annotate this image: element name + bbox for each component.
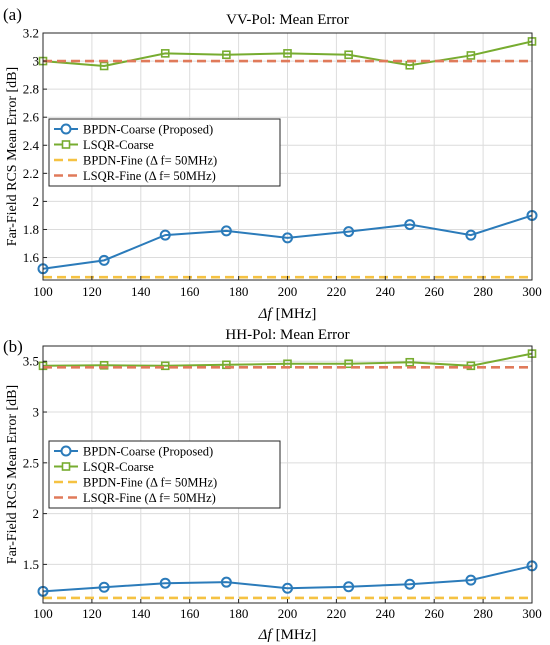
legend-box: [48, 118, 281, 187]
x-tick-label: 280: [473, 606, 493, 621]
data-point: [220, 225, 232, 237]
y-tick-label: 2.5: [23, 455, 39, 470]
data-point: [160, 49, 170, 58]
y-tick-label: 1.6: [23, 250, 40, 265]
y-tick-label: 2.2: [23, 166, 39, 181]
series-line: [42, 352, 533, 367]
data-point: [282, 582, 293, 594]
chart-hh-pol: (b) HH-Pol: Mean Error 100 120 140 160 180 200 2…: [3, 327, 542, 643]
series-line: [42, 564, 533, 593]
data-point: [405, 357, 415, 367]
data-point: [160, 361, 170, 371]
x-tick-label: 100: [33, 606, 53, 621]
x-tick-label: 220: [327, 284, 347, 299]
legend-box: [48, 440, 281, 509]
data-point: [343, 226, 355, 238]
x-tick-label: 120: [82, 606, 102, 621]
x-axis-label: Δf [MHz]: [258, 627, 317, 643]
data-point: [466, 361, 476, 371]
x-tick-label: 300: [522, 606, 542, 621]
y-tick-label: 3.2: [23, 26, 39, 41]
data-point: [282, 232, 293, 244]
data-point: [465, 574, 477, 586]
x-tick-label: 140: [131, 284, 151, 299]
x-axis-label-symbol: Δf: [258, 306, 274, 322]
y-tick-label: 3: [33, 405, 40, 420]
data-point: [99, 61, 109, 71]
x-tick-label: 180: [229, 284, 249, 299]
x-tick-label: 120: [82, 284, 102, 299]
x-tick-label: 100: [33, 284, 53, 299]
x-axis-label-unit: [MHz]: [276, 306, 317, 322]
x-tick-label: 160: [180, 606, 200, 621]
legend-entry: LSQR-Coarse: [83, 460, 154, 474]
y-tick-label: 2.6: [23, 110, 40, 125]
legend-marker: [60, 445, 72, 457]
y-axis-label: Far-Field RCS Mean Error [dB]: [5, 385, 20, 564]
legend-entry: BPDN-Fine (Δ f= 50MHz): [83, 476, 217, 490]
legend-entry: LSQR-Fine (Δ f= 50MHz): [83, 491, 216, 505]
data-point: [98, 581, 110, 593]
y-tick-label: 3.5: [23, 354, 39, 369]
legend: BPDN-Coarse (Proposed)LSQR-Coarse BPDN-Fi…: [48, 118, 281, 187]
data-point: [220, 576, 232, 588]
panel-label: (a): [3, 5, 22, 24]
series-line: [42, 214, 533, 270]
series-line: [42, 40, 533, 67]
x-axis-label: Δf [MHz]: [258, 306, 317, 322]
y-tick-label: 1.5: [23, 557, 39, 572]
series-1: [38, 349, 537, 371]
legend-entry: BPDN-Coarse (Proposed): [83, 445, 213, 459]
x-axis-label-unit: [MHz]: [276, 627, 317, 643]
x-tick-label: 240: [376, 284, 396, 299]
data-point: [404, 219, 416, 231]
x-tick-label: 200: [278, 606, 298, 621]
legend-entry: BPDN-Fine (Δ f= 50MHz): [83, 154, 217, 168]
legend-marker: [60, 123, 72, 135]
legend: BPDN-Coarse (Proposed)LSQR-Coarse BPDN-Fi…: [48, 440, 281, 509]
x-tick-label: 180: [229, 606, 249, 621]
data-point: [99, 361, 109, 370]
data-point: [222, 50, 231, 60]
series-0: [37, 560, 538, 597]
y-axis-label: Far-Field RCS Mean Error [dB]: [5, 67, 20, 246]
y-tick-label: 2: [33, 506, 40, 521]
data-point: [465, 229, 477, 241]
data-point: [404, 578, 416, 590]
y-tick-label: 3: [33, 54, 40, 69]
x-tick-label: 280: [473, 284, 493, 299]
x-tick-label: 200: [278, 284, 298, 299]
data-point: [344, 50, 353, 60]
data-point: [344, 359, 353, 369]
panel-label: (b): [3, 337, 23, 356]
x-tick-label: 260: [424, 284, 444, 299]
y-tick-label: 2.8: [23, 82, 39, 97]
y-tick-label: 2.4: [23, 138, 40, 153]
legend-entry: BPDN-Coarse (Proposed): [83, 123, 213, 137]
legend-marker: [61, 462, 71, 471]
data-point: [98, 254, 110, 266]
legend-entry: LSQR-Fine (Δ f= 50MHz): [83, 169, 216, 183]
legend-marker: [61, 140, 71, 149]
chart-vv-pol: (a) VV-Pol: Mean Error 100 120 140 160 180 200 2…: [3, 5, 542, 322]
x-tick-label: 140: [131, 606, 151, 621]
data-point: [343, 581, 355, 593]
x-tick-label: 220: [327, 606, 347, 621]
y-tick-label: 1.8: [23, 222, 39, 237]
x-tick-label: 240: [376, 606, 396, 621]
chart-title: VV-Pol: Mean Error: [226, 12, 349, 28]
chart-title: HH-Pol: Mean Error: [225, 327, 349, 343]
x-tick-label: 160: [180, 284, 200, 299]
data-point: [159, 229, 171, 241]
legend-entry: LSQR-Coarse: [83, 138, 154, 152]
data-point: [159, 577, 171, 589]
data-point: [283, 49, 292, 58]
data-point: [466, 51, 476, 60]
x-tick-label: 260: [424, 606, 444, 621]
x-tick-label: 300: [522, 284, 542, 299]
x-axis-label-symbol: Δf: [258, 627, 274, 643]
y-tick-label: 2: [33, 194, 40, 209]
